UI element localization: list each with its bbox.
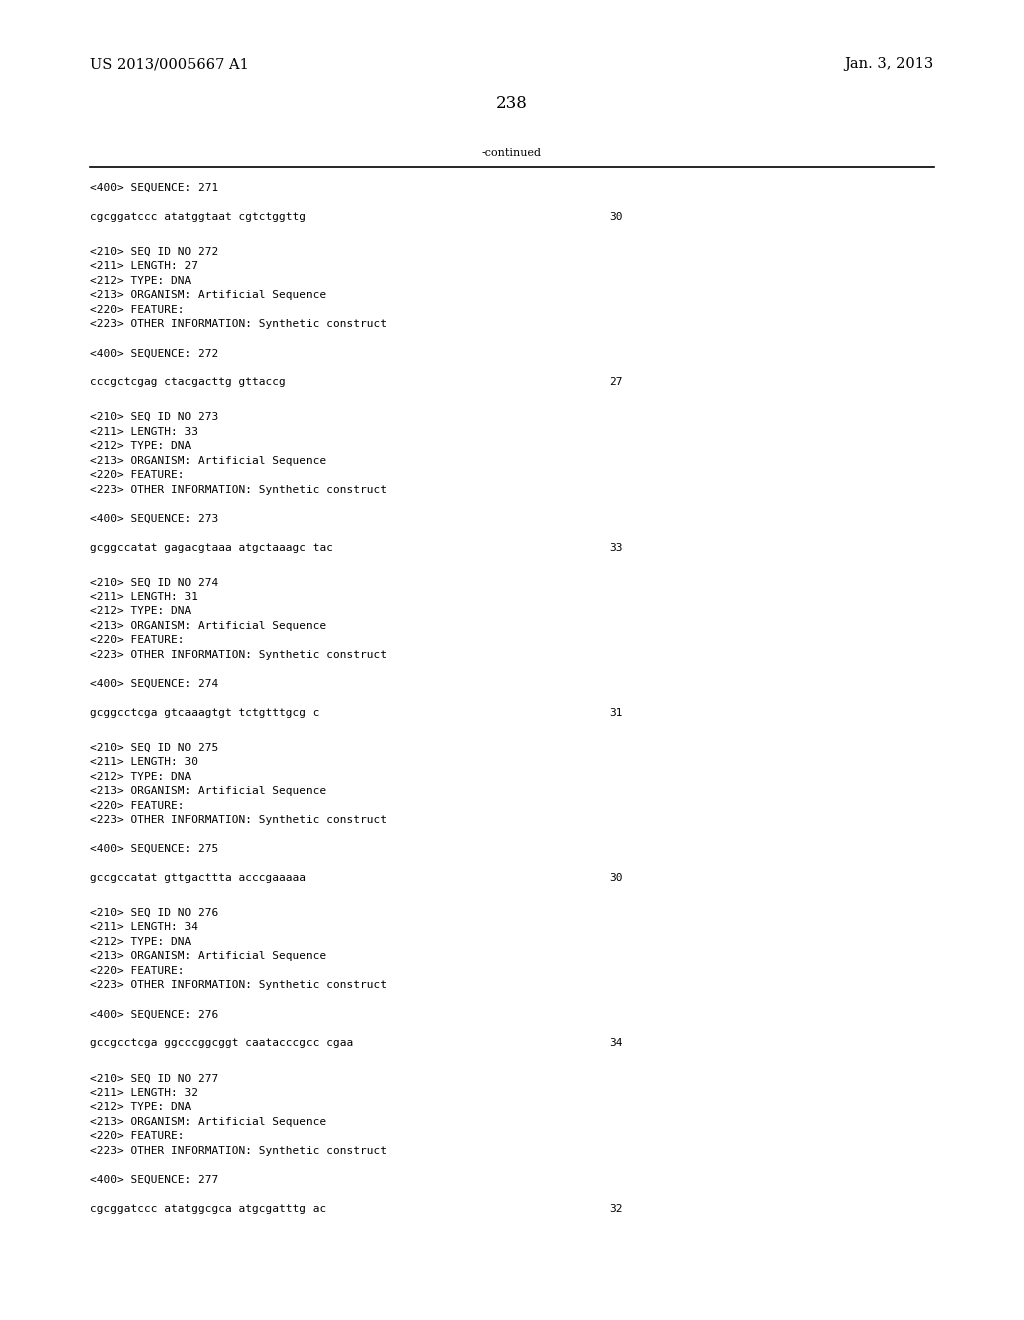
Text: <210> SEQ ID NO 275: <210> SEQ ID NO 275 <box>90 743 218 752</box>
Text: 30: 30 <box>609 874 623 883</box>
Text: Jan. 3, 2013: Jan. 3, 2013 <box>845 57 934 71</box>
Text: cgcggatccc atatggtaat cgtctggttg: cgcggatccc atatggtaat cgtctggttg <box>90 213 306 222</box>
Text: <400> SEQUENCE: 272: <400> SEQUENCE: 272 <box>90 348 218 358</box>
Text: <223> OTHER INFORMATION: Synthetic construct: <223> OTHER INFORMATION: Synthetic const… <box>90 484 387 495</box>
Text: <210> SEQ ID NO 273: <210> SEQ ID NO 273 <box>90 412 218 422</box>
Text: <212> TYPE: DNA: <212> TYPE: DNA <box>90 606 191 616</box>
Text: <400> SEQUENCE: 271: <400> SEQUENCE: 271 <box>90 183 218 193</box>
Text: gccgcctcga ggcccggcggt caatacccgcc cgaa: gccgcctcga ggcccggcggt caatacccgcc cgaa <box>90 1039 353 1048</box>
Text: <223> OTHER INFORMATION: Synthetic construct: <223> OTHER INFORMATION: Synthetic const… <box>90 1146 387 1156</box>
Text: <211> LENGTH: 34: <211> LENGTH: 34 <box>90 923 198 932</box>
Text: cgcggatccc atatggcgca atgcgatttg ac: cgcggatccc atatggcgca atgcgatttg ac <box>90 1204 327 1214</box>
Text: <400> SEQUENCE: 273: <400> SEQUENCE: 273 <box>90 513 218 524</box>
Text: -continued: -continued <box>482 148 542 158</box>
Text: 31: 31 <box>609 708 623 718</box>
Text: <212> TYPE: DNA: <212> TYPE: DNA <box>90 937 191 946</box>
Text: <211> LENGTH: 31: <211> LENGTH: 31 <box>90 591 198 602</box>
Text: gccgccatat gttgacttta acccgaaaaa: gccgccatat gttgacttta acccgaaaaa <box>90 874 306 883</box>
Text: 34: 34 <box>609 1039 623 1048</box>
Text: <211> LENGTH: 32: <211> LENGTH: 32 <box>90 1088 198 1098</box>
Text: <213> ORGANISM: Artificial Sequence: <213> ORGANISM: Artificial Sequence <box>90 455 327 466</box>
Text: 30: 30 <box>609 213 623 222</box>
Text: <213> ORGANISM: Artificial Sequence: <213> ORGANISM: Artificial Sequence <box>90 787 327 796</box>
Text: <400> SEQUENCE: 274: <400> SEQUENCE: 274 <box>90 678 218 689</box>
Text: <400> SEQUENCE: 275: <400> SEQUENCE: 275 <box>90 845 218 854</box>
Text: <220> FEATURE:: <220> FEATURE: <box>90 1131 184 1142</box>
Text: US 2013/0005667 A1: US 2013/0005667 A1 <box>90 57 249 71</box>
Text: <211> LENGTH: 27: <211> LENGTH: 27 <box>90 261 198 272</box>
Text: <400> SEQUENCE: 276: <400> SEQUENCE: 276 <box>90 1010 218 1019</box>
Text: <223> OTHER INFORMATION: Synthetic construct: <223> OTHER INFORMATION: Synthetic const… <box>90 816 387 825</box>
Text: <223> OTHER INFORMATION: Synthetic construct: <223> OTHER INFORMATION: Synthetic const… <box>90 981 387 990</box>
Text: <223> OTHER INFORMATION: Synthetic construct: <223> OTHER INFORMATION: Synthetic const… <box>90 319 387 329</box>
Text: <213> ORGANISM: Artificial Sequence: <213> ORGANISM: Artificial Sequence <box>90 1117 327 1127</box>
Text: gcggcctcga gtcaaagtgt tctgtttgcg c: gcggcctcga gtcaaagtgt tctgtttgcg c <box>90 708 319 718</box>
Text: <211> LENGTH: 30: <211> LENGTH: 30 <box>90 758 198 767</box>
Text: <220> FEATURE:: <220> FEATURE: <box>90 635 184 645</box>
Text: <223> OTHER INFORMATION: Synthetic construct: <223> OTHER INFORMATION: Synthetic const… <box>90 649 387 660</box>
Text: cccgctcgag ctacgacttg gttaccg: cccgctcgag ctacgacttg gttaccg <box>90 378 286 387</box>
Text: <212> TYPE: DNA: <212> TYPE: DNA <box>90 276 191 286</box>
Text: <210> SEQ ID NO 274: <210> SEQ ID NO 274 <box>90 577 218 587</box>
Text: <211> LENGTH: 33: <211> LENGTH: 33 <box>90 426 198 437</box>
Text: <212> TYPE: DNA: <212> TYPE: DNA <box>90 441 191 451</box>
Text: <220> FEATURE:: <220> FEATURE: <box>90 966 184 975</box>
Text: <213> ORGANISM: Artificial Sequence: <213> ORGANISM: Artificial Sequence <box>90 952 327 961</box>
Text: <212> TYPE: DNA: <212> TYPE: DNA <box>90 1102 191 1113</box>
Text: <213> ORGANISM: Artificial Sequence: <213> ORGANISM: Artificial Sequence <box>90 290 327 300</box>
Text: <400> SEQUENCE: 277: <400> SEQUENCE: 277 <box>90 1175 218 1185</box>
Text: <213> ORGANISM: Artificial Sequence: <213> ORGANISM: Artificial Sequence <box>90 620 327 631</box>
Text: <220> FEATURE:: <220> FEATURE: <box>90 801 184 810</box>
Text: <220> FEATURE:: <220> FEATURE: <box>90 305 184 314</box>
Text: <210> SEQ ID NO 276: <210> SEQ ID NO 276 <box>90 908 218 917</box>
Text: <220> FEATURE:: <220> FEATURE: <box>90 470 184 480</box>
Text: 27: 27 <box>609 378 623 387</box>
Text: gcggccatat gagacgtaaa atgctaaagc tac: gcggccatat gagacgtaaa atgctaaagc tac <box>90 543 333 553</box>
Text: <210> SEQ ID NO 277: <210> SEQ ID NO 277 <box>90 1073 218 1084</box>
Text: 238: 238 <box>496 95 528 112</box>
Text: <210> SEQ ID NO 272: <210> SEQ ID NO 272 <box>90 247 218 257</box>
Text: 32: 32 <box>609 1204 623 1214</box>
Text: <212> TYPE: DNA: <212> TYPE: DNA <box>90 772 191 781</box>
Text: 33: 33 <box>609 543 623 553</box>
